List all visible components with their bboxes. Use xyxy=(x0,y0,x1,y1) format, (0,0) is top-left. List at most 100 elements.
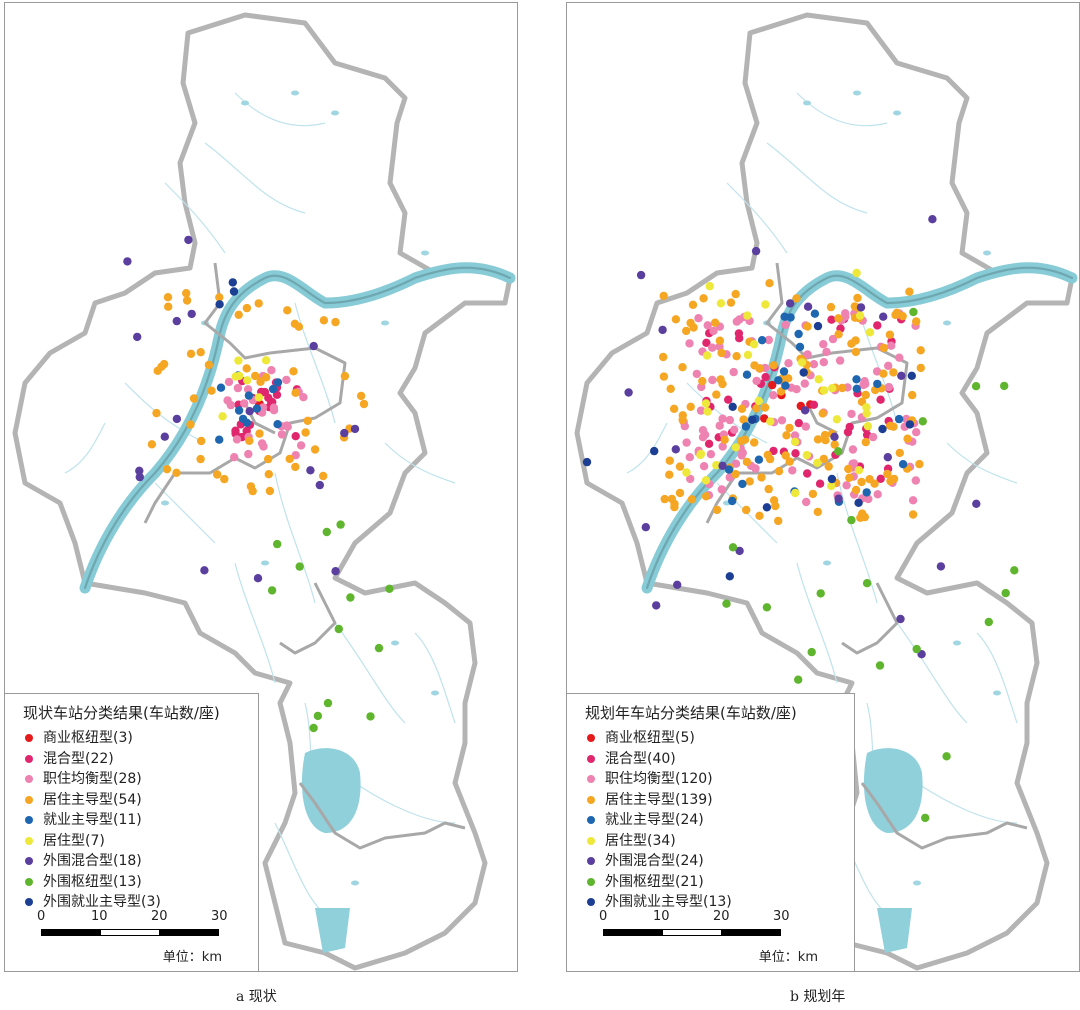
scale-bar: 0 10 20 30 xyxy=(37,909,228,949)
station-marker xyxy=(802,497,811,507)
station-marker xyxy=(742,505,751,515)
legend-item: 外围枢纽型(21) xyxy=(587,872,732,893)
station-marker xyxy=(245,407,254,416)
scale-tick: 20 xyxy=(713,909,730,924)
station-marker xyxy=(784,374,793,383)
station-marker xyxy=(231,372,240,381)
station-marker xyxy=(671,445,680,454)
station-marker xyxy=(755,364,764,373)
station-marker xyxy=(912,644,921,654)
station-marker xyxy=(340,428,349,438)
station-marker xyxy=(715,421,724,430)
station-marker xyxy=(785,457,794,466)
station-marker xyxy=(898,460,908,469)
station-marker xyxy=(359,399,369,409)
station-marker xyxy=(258,403,268,412)
station-marker xyxy=(790,431,800,440)
station-marker xyxy=(782,431,791,440)
station-marker xyxy=(873,321,882,330)
station-marker xyxy=(757,473,766,482)
scale-tick: 10 xyxy=(91,909,108,924)
station-marker xyxy=(838,383,847,393)
station-marker xyxy=(1010,566,1019,575)
legend-swatch xyxy=(25,775,33,784)
station-marker xyxy=(261,356,271,365)
station-marker xyxy=(720,435,729,444)
station-marker xyxy=(853,293,862,303)
station-marker xyxy=(164,302,173,311)
station-marker xyxy=(123,257,132,266)
station-marker xyxy=(650,446,659,456)
station-marker xyxy=(889,368,898,377)
station-marker xyxy=(262,373,271,382)
station-marker xyxy=(200,566,209,575)
station-marker xyxy=(785,299,795,308)
station-marker xyxy=(172,316,181,326)
legend-item: 外围混合型(18) xyxy=(25,851,161,872)
station-marker xyxy=(255,429,264,438)
station-marker xyxy=(244,391,254,400)
station-marker xyxy=(827,481,836,491)
station-marker xyxy=(827,474,837,484)
station-marker xyxy=(842,481,851,490)
station-marker xyxy=(870,479,879,488)
legend-title: 规划年车站分类结果(车站数/座) xyxy=(585,704,797,722)
station-marker xyxy=(216,383,226,392)
station-marker xyxy=(918,417,927,426)
station-marker xyxy=(809,400,819,409)
station-marker xyxy=(850,302,859,311)
station-marker xyxy=(172,468,181,477)
station-marker xyxy=(757,336,767,345)
station-marker xyxy=(701,492,711,501)
station-marker xyxy=(889,474,899,484)
station-marker xyxy=(861,437,870,447)
station-marker xyxy=(792,294,801,303)
station-marker xyxy=(624,388,633,397)
legend-item: 外围就业主导型(13) xyxy=(587,892,732,913)
station-marker xyxy=(710,318,720,327)
station-marker xyxy=(748,415,757,424)
station-marker xyxy=(306,466,315,475)
station-marker xyxy=(673,580,682,589)
station-marker xyxy=(671,315,681,324)
station-marker xyxy=(718,414,727,423)
station-marker xyxy=(636,270,646,280)
station-marker xyxy=(908,496,918,505)
station-marker xyxy=(785,423,794,433)
station-marker xyxy=(728,496,737,506)
station-marker xyxy=(856,303,866,312)
station-marker xyxy=(873,379,882,389)
station-marker xyxy=(852,375,861,384)
station-marker xyxy=(729,367,738,377)
legend-label: 外围枢纽型(21) xyxy=(605,873,704,890)
legend-item: 居住主导型(139) xyxy=(587,790,732,811)
station-marker xyxy=(862,579,872,588)
station-marker xyxy=(682,326,691,336)
station-marker xyxy=(273,378,283,387)
station-marker xyxy=(883,453,892,462)
station-marker xyxy=(687,495,697,504)
station-marker xyxy=(242,303,252,313)
station-marker xyxy=(786,313,795,322)
station-marker xyxy=(865,328,875,337)
scale-segments xyxy=(41,929,219,936)
station-marker xyxy=(761,372,770,382)
station-marker xyxy=(762,603,772,612)
station-marker xyxy=(810,309,820,318)
scale-tick: 30 xyxy=(211,909,228,924)
legend-list: 商业枢纽型(5) 混合型(40) 职住均衡型(120) 居住主导型(139) 就… xyxy=(587,728,732,913)
station-marker xyxy=(163,293,173,302)
station-marker xyxy=(731,443,741,452)
station-marker xyxy=(861,390,870,400)
station-marker xyxy=(731,469,740,479)
station-marker xyxy=(702,351,712,360)
station-marker xyxy=(915,459,924,469)
station-marker xyxy=(905,287,914,296)
station-marker xyxy=(813,507,822,517)
station-marker xyxy=(291,451,300,460)
station-marker xyxy=(752,404,761,413)
station-marker xyxy=(264,470,273,479)
station-marker xyxy=(896,614,905,624)
station-marker xyxy=(781,381,790,390)
station-marker xyxy=(911,476,920,485)
